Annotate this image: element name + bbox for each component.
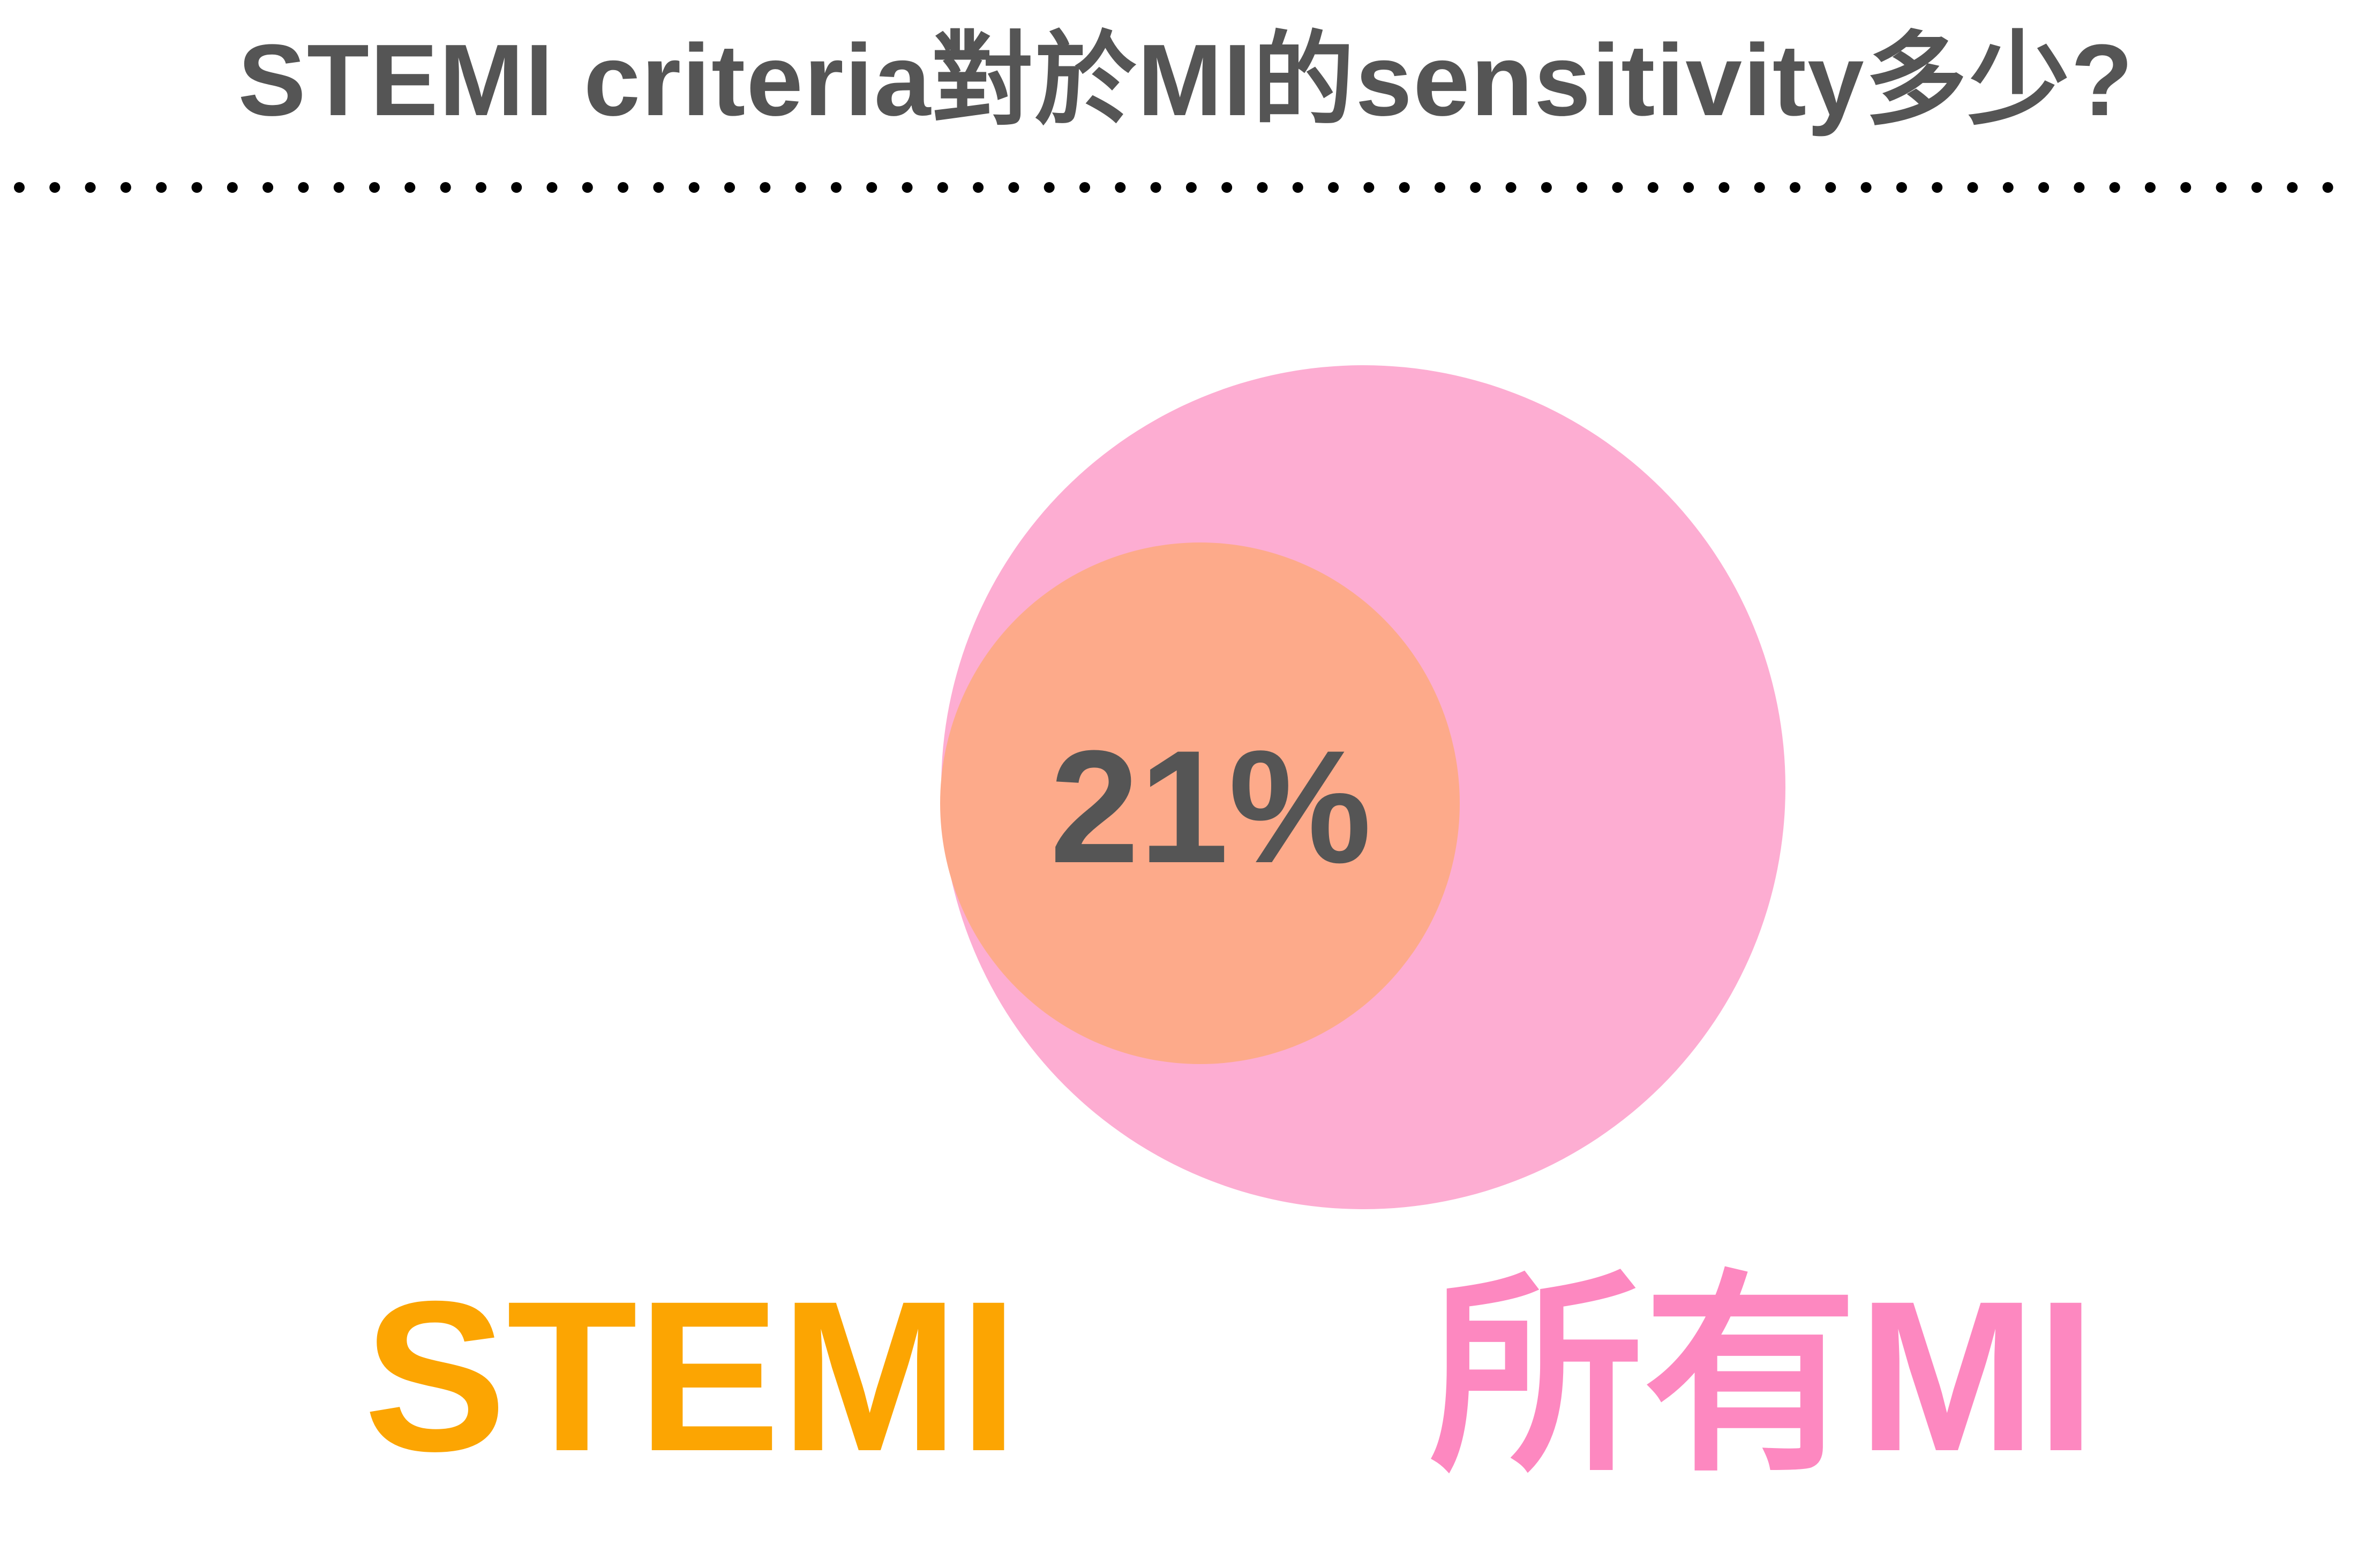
- divider-dot: [1044, 182, 1055, 193]
- divider-dot: [1363, 182, 1375, 193]
- divider-dot: [2074, 182, 2085, 193]
- sensitivity-value: 21%: [1050, 717, 1371, 896]
- divider-dot: [724, 182, 735, 193]
- divider-dot: [1292, 182, 1303, 193]
- divider-dot: [1860, 182, 1872, 193]
- divider-dot: [191, 182, 202, 193]
- divider-dot: [1683, 182, 1694, 193]
- divider-dot: [2038, 182, 2050, 193]
- divider-dot: [1825, 182, 1836, 193]
- divider-dot: [2002, 182, 2014, 193]
- divider-dot: [1399, 182, 1410, 193]
- divider-dot: [1008, 182, 1019, 193]
- divider-dot: [1790, 182, 1800, 193]
- divider-dot: [760, 182, 771, 193]
- divider-dot: [1328, 182, 1339, 193]
- stemi-label: STEMI: [363, 1256, 1019, 1496]
- divider-dot: [298, 182, 309, 193]
- divider-dot: [440, 182, 451, 193]
- divider-dot: [156, 182, 167, 193]
- divider-dot: [1647, 182, 1658, 193]
- divider-dot: [120, 182, 131, 193]
- divider-dot: [1079, 182, 1090, 193]
- divider-dot: [902, 182, 913, 193]
- divider-dot: [2145, 182, 2156, 193]
- divider-dot: [795, 182, 806, 193]
- slide-title: STEMI criteria對於MI的sensitivity多少?: [238, 24, 2134, 137]
- divider-dot: [688, 182, 700, 193]
- divider-dot: [511, 182, 522, 193]
- divider-dot: [653, 182, 664, 193]
- dotted-divider: [14, 182, 2333, 193]
- divider-dot: [404, 182, 416, 193]
- divider-dot: [1577, 182, 1588, 193]
- divider-dot: [2251, 182, 2262, 193]
- divider-dot: [2109, 182, 2120, 193]
- divider-dot: [1115, 182, 1126, 193]
- divider-dot: [937, 182, 948, 193]
- divider-dot: [1221, 182, 1233, 193]
- divider-dot: [1612, 182, 1623, 193]
- divider-dot: [866, 182, 877, 193]
- divider-dot: [2287, 182, 2298, 193]
- divider-dot: [973, 182, 984, 193]
- divider-dot: [369, 182, 380, 193]
- divider-dot: [1150, 182, 1161, 193]
- divider-dot: [1932, 182, 1943, 193]
- divider-dot: [1718, 182, 1730, 193]
- divider-dot: [618, 182, 629, 193]
- divider-dot: [830, 182, 842, 193]
- divider-dot: [1257, 182, 1268, 193]
- inner-circle-stemi: [940, 542, 1460, 1064]
- divider-dot: [262, 182, 274, 193]
- divider-dot: [546, 182, 558, 193]
- divider-dot: [582, 182, 593, 193]
- divider-dot: [14, 182, 25, 193]
- divider-dot: [1505, 182, 1517, 193]
- divider-dot: [2322, 182, 2333, 193]
- divider-dot: [1967, 182, 1978, 193]
- divider-dot: [2216, 182, 2227, 193]
- divider-dot: [1541, 182, 1552, 193]
- divider-dot: [1435, 182, 1445, 193]
- divider-dot: [1754, 182, 1765, 193]
- all-mi-label: 所有MI: [1429, 1256, 2096, 1496]
- divider-dot: [85, 182, 96, 193]
- divider-dot: [1470, 182, 1481, 193]
- divider-dot: [49, 182, 61, 193]
- divider-dot: [475, 182, 486, 193]
- divider-dot: [333, 182, 344, 193]
- divider-dot: [1896, 182, 1907, 193]
- divider-dot: [2180, 182, 2191, 193]
- divider-dot: [1185, 182, 1197, 193]
- divider-dot: [227, 182, 238, 193]
